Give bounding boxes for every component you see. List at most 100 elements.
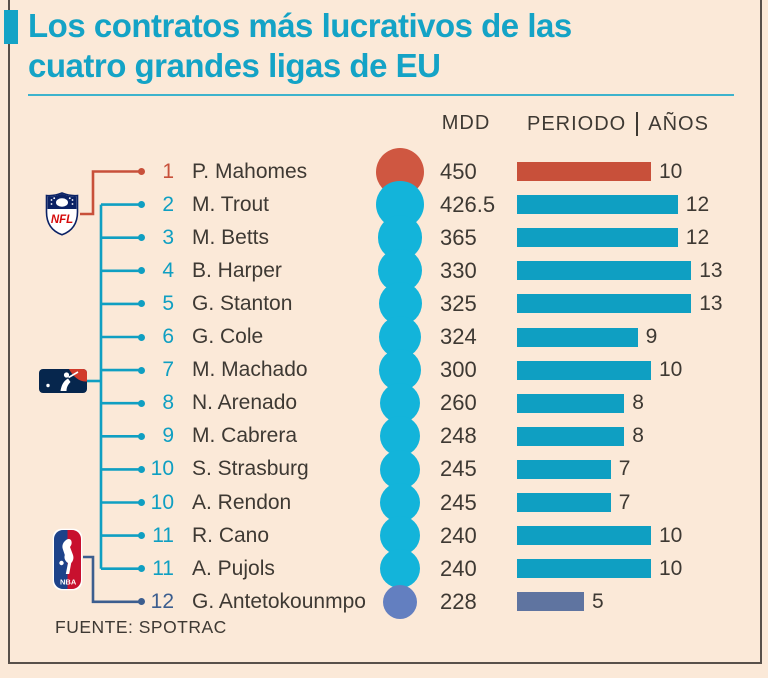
years-bar — [517, 559, 651, 579]
player-name: R. Cano — [192, 523, 270, 547]
years-bar — [517, 393, 625, 413]
years-bar — [517, 228, 678, 248]
player-name: M. Trout — [192, 192, 270, 216]
player-row: 10 S. Strasburg 245 7 — [0, 449, 768, 490]
player-row: 3 M. Betts 365 12 — [0, 215, 768, 260]
mdd-value: 300 — [440, 357, 477, 383]
leader-dot — [138, 499, 145, 506]
years-bar — [517, 426, 625, 446]
source-label: FUENTE: SPOTRAC — [55, 617, 227, 637]
years-bar — [517, 327, 638, 347]
mdd-value: 228 — [440, 588, 477, 614]
player-row: 2 M. Trout 426.5 12 — [0, 181, 768, 229]
player-name: B. Harper — [192, 258, 282, 282]
page-title-line1: Los contratos más lucrativos de las — [28, 7, 572, 44]
mdd-value: 245 — [440, 456, 477, 482]
rank-label: 11 — [152, 523, 174, 547]
years-value: 10 — [659, 523, 683, 547]
leader-dot — [138, 565, 145, 573]
contract-value-bubble — [380, 548, 420, 589]
years-bar — [517, 261, 692, 281]
mdd-value: 324 — [440, 324, 477, 349]
player-row: 6 G. Cole 324 9 — [0, 315, 768, 359]
years-bar — [517, 493, 611, 512]
player-name: G. Stanton — [192, 291, 293, 315]
player-name: N. Arenado — [192, 391, 298, 415]
years-bar — [517, 360, 651, 380]
mdd-value: 450 — [440, 158, 477, 184]
years-bar — [517, 592, 584, 612]
leader-dot — [138, 333, 145, 341]
mdd-value: 248 — [440, 423, 477, 449]
player-name: A. Pujols — [192, 556, 275, 580]
rank-label: 5 — [162, 291, 174, 315]
periodo-label: PERIODO — [527, 112, 627, 135]
years-value: 13 — [699, 258, 723, 282]
mdd-value: 260 — [440, 390, 477, 416]
rank-label: 12 — [150, 589, 174, 613]
header-separator — [636, 112, 639, 136]
leader-dot — [138, 598, 145, 606]
rank-label: 8 — [162, 391, 174, 415]
years-bar — [517, 459, 611, 479]
leader-dot — [138, 168, 145, 175]
mdd-value: 365 — [440, 224, 477, 250]
player-name: P. Mahomes — [192, 159, 308, 183]
column-header-periodo-anios: PERIODO AÑOS — [527, 112, 709, 136]
years-value: 5 — [592, 589, 604, 613]
rank-label: 3 — [162, 225, 174, 249]
rank-label: 10 — [150, 490, 174, 514]
nba-logo-icon: NBA — [52, 528, 83, 596]
contract-value-bubble — [383, 584, 417, 619]
player-row: 4 B. Harper 330 13 — [0, 249, 768, 293]
rank-label: 7 — [162, 358, 174, 382]
leader-dot — [138, 532, 145, 540]
player-name: M. Betts — [192, 225, 270, 249]
leader-dot — [138, 234, 145, 242]
leader-dot — [138, 366, 145, 374]
svg-text:NBA: NBA — [60, 578, 77, 587]
player-row: 12 G. Antetokounmpo 228 5 — [0, 584, 768, 619]
player-row: 11 A. Pujols 240 10 — [0, 548, 768, 589]
anios-label: AÑOS — [648, 112, 709, 135]
years-value: 9 — [645, 325, 658, 348]
rank-label: 4 — [162, 258, 174, 282]
title-accent-bar — [4, 10, 18, 44]
leader-dot — [138, 465, 145, 473]
player-row: 5 G. Stanton 325 13 — [0, 282, 768, 326]
years-bar — [517, 294, 692, 314]
player-name: M. Cabrera — [192, 424, 298, 448]
player-name: M. Machado — [192, 358, 308, 382]
leader-dot — [138, 432, 145, 440]
years-value: 13 — [699, 291, 723, 315]
mdd-value: 240 — [440, 522, 477, 548]
nfl-logo-icon: NFL — [45, 192, 79, 241]
column-header-mdd: MDD — [441, 112, 491, 134]
page-title: Los contratos más lucrativos de las cuat… — [28, 6, 572, 86]
leader-dot — [138, 300, 145, 308]
years-value: 10 — [659, 556, 683, 580]
rank-label: 1 — [162, 159, 174, 183]
player-row: 9 M. Cabrera 248 8 — [0, 416, 768, 457]
years-value: 10 — [659, 159, 683, 183]
page-title-line2: cuatro grandes ligas de EU — [28, 47, 441, 84]
years-value: 7 — [618, 457, 631, 481]
player-name: A. Rendon — [192, 490, 292, 514]
player-name: G. Cole — [192, 325, 264, 348]
mdd-value: 330 — [440, 257, 477, 283]
rank-label: 11 — [152, 556, 174, 580]
player-row: 8 N. Arenado 260 8 — [0, 383, 768, 424]
mlb-logo-icon — [39, 369, 87, 398]
leader-dot — [138, 201, 145, 209]
mdd-value: 240 — [440, 555, 477, 581]
player-row: 1 P. Mahomes 450 10 — [0, 147, 768, 196]
rank-label: 9 — [162, 424, 174, 448]
player-row: 10 A. Rendon 245 7 — [0, 482, 768, 523]
leader-dot — [138, 399, 145, 407]
years-bar — [517, 526, 651, 546]
player-name: S. Strasburg — [192, 457, 309, 481]
mdd-value: 245 — [440, 489, 477, 515]
years-value: 12 — [685, 225, 710, 249]
